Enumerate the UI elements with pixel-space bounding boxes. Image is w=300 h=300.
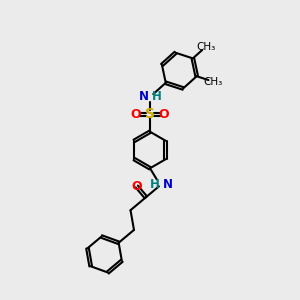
- Text: N: N: [139, 91, 148, 103]
- Text: CH₃: CH₃: [196, 42, 215, 52]
- Text: H: H: [152, 91, 161, 103]
- Text: N: N: [163, 178, 173, 191]
- Text: O: O: [130, 108, 141, 121]
- Text: S: S: [145, 107, 155, 121]
- Text: O: O: [159, 108, 170, 121]
- Text: H: H: [150, 178, 160, 191]
- Text: CH₃: CH₃: [203, 76, 223, 86]
- Text: O: O: [131, 180, 142, 193]
